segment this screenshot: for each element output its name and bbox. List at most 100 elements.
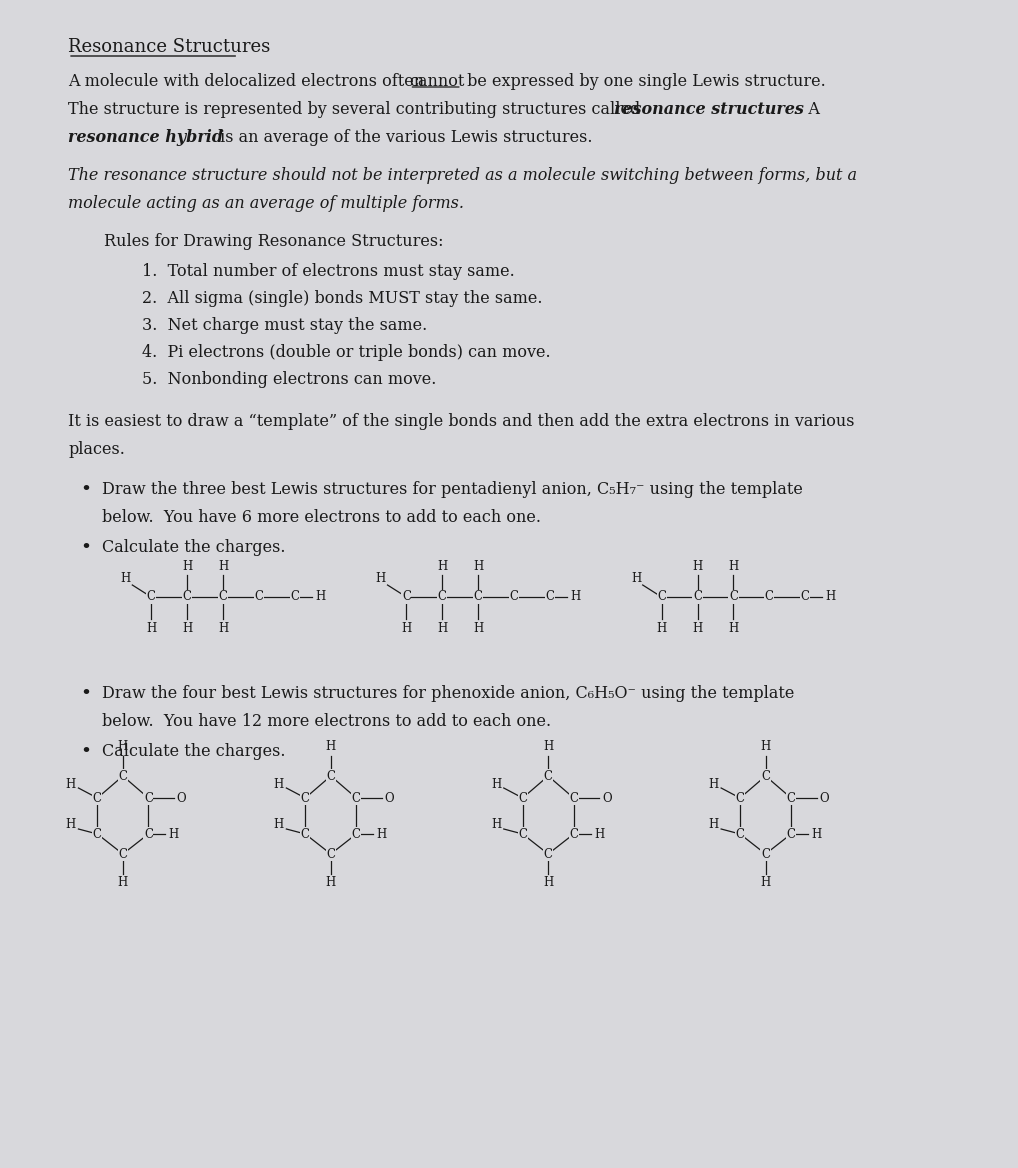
Text: C: C bbox=[402, 591, 411, 604]
Text: H: H bbox=[66, 778, 76, 791]
Text: C: C bbox=[544, 848, 553, 861]
Text: The resonance structure should not be interpreted as a molecule switching betwee: The resonance structure should not be in… bbox=[68, 167, 857, 185]
Text: C: C bbox=[327, 770, 335, 783]
Text: H: H bbox=[401, 621, 411, 634]
Text: C: C bbox=[327, 848, 335, 861]
Text: C: C bbox=[300, 792, 309, 805]
Text: It is easiest to draw a “template” of the single bonds and then add the extra el: It is easiest to draw a “template” of th… bbox=[68, 413, 854, 430]
Text: H: H bbox=[728, 621, 738, 634]
Text: The structure is represented by several contributing structures called: The structure is represented by several … bbox=[68, 100, 645, 118]
Text: H: H bbox=[631, 572, 641, 585]
Text: H: H bbox=[376, 572, 386, 585]
Text: .  A: . A bbox=[793, 100, 821, 118]
Text: H: H bbox=[543, 741, 554, 753]
Text: C: C bbox=[736, 792, 744, 805]
Text: below.  You have 6 more electrons to add to each one.: below. You have 6 more electrons to add … bbox=[102, 509, 542, 526]
Text: H: H bbox=[811, 827, 822, 841]
Text: H: H bbox=[218, 621, 228, 634]
Text: C: C bbox=[118, 848, 127, 861]
Text: H: H bbox=[473, 621, 484, 634]
Text: resonance structures: resonance structures bbox=[614, 100, 803, 118]
Text: H: H bbox=[491, 778, 501, 791]
Text: C: C bbox=[657, 591, 666, 604]
Text: C: C bbox=[761, 848, 770, 861]
Text: C: C bbox=[518, 792, 527, 805]
Text: Calculate the charges.: Calculate the charges. bbox=[102, 538, 286, 556]
Text: 4.  Pi electrons (double or triple bonds) can move.: 4. Pi electrons (double or triple bonds)… bbox=[142, 345, 551, 361]
Text: H: H bbox=[437, 621, 448, 634]
Text: A molecule with delocalized electrons often: A molecule with delocalized electrons of… bbox=[68, 72, 430, 90]
Text: H: H bbox=[326, 876, 336, 890]
Text: H: H bbox=[316, 591, 326, 604]
Text: C: C bbox=[787, 792, 796, 805]
Text: be expressed by one single Lewis structure.: be expressed by one single Lewis structu… bbox=[462, 72, 826, 90]
Text: C: C bbox=[93, 827, 102, 841]
Text: C: C bbox=[510, 591, 518, 604]
Text: C: C bbox=[182, 591, 191, 604]
Text: Calculate the charges.: Calculate the charges. bbox=[102, 743, 286, 760]
Text: H: H bbox=[709, 778, 719, 791]
Text: C: C bbox=[518, 827, 527, 841]
Text: C: C bbox=[290, 591, 299, 604]
Text: O: O bbox=[602, 792, 612, 805]
Text: H: H bbox=[692, 621, 702, 634]
Text: H: H bbox=[147, 621, 157, 634]
Text: H: H bbox=[473, 559, 484, 572]
Text: H: H bbox=[692, 559, 702, 572]
Text: 1.  Total number of electrons must stay same.: 1. Total number of electrons must stay s… bbox=[142, 263, 514, 280]
Text: H: H bbox=[760, 741, 771, 753]
Text: H: H bbox=[120, 572, 131, 585]
Text: H: H bbox=[274, 819, 284, 832]
Text: 2.  All sigma (single) bonds MUST stay the same.: 2. All sigma (single) bonds MUST stay th… bbox=[142, 290, 543, 307]
Text: C: C bbox=[352, 827, 360, 841]
Text: Resonance Structures: Resonance Structures bbox=[68, 39, 271, 56]
Text: below.  You have 12 more electrons to add to each one.: below. You have 12 more electrons to add… bbox=[102, 712, 551, 730]
Text: H: H bbox=[66, 819, 76, 832]
Text: C: C bbox=[546, 591, 555, 604]
Text: C: C bbox=[144, 827, 153, 841]
Text: O: O bbox=[385, 792, 394, 805]
Text: O: O bbox=[177, 792, 186, 805]
Text: Rules for Drawing Resonance Structures:: Rules for Drawing Resonance Structures: bbox=[104, 232, 444, 250]
Text: H: H bbox=[728, 559, 738, 572]
Text: H: H bbox=[118, 741, 128, 753]
Text: H: H bbox=[543, 876, 554, 890]
Text: Draw the three best Lewis structures for pentadienyl anion, C₅H₇⁻ using the temp: Draw the three best Lewis structures for… bbox=[102, 481, 803, 498]
Text: C: C bbox=[801, 591, 809, 604]
Text: H: H bbox=[760, 876, 771, 890]
Text: H: H bbox=[437, 559, 448, 572]
Text: •: • bbox=[80, 743, 92, 762]
Text: H: H bbox=[218, 559, 228, 572]
Text: H: H bbox=[274, 778, 284, 791]
Text: O: O bbox=[819, 792, 829, 805]
Text: C: C bbox=[254, 591, 264, 604]
Text: H: H bbox=[570, 591, 580, 604]
Text: C: C bbox=[219, 591, 228, 604]
Text: •: • bbox=[80, 684, 92, 703]
Text: C: C bbox=[473, 591, 483, 604]
Text: C: C bbox=[93, 792, 102, 805]
Text: C: C bbox=[300, 827, 309, 841]
Text: H: H bbox=[169, 827, 179, 841]
Text: C: C bbox=[761, 770, 770, 783]
Text: H: H bbox=[826, 591, 836, 604]
Text: H: H bbox=[326, 741, 336, 753]
Text: C: C bbox=[544, 770, 553, 783]
Text: C: C bbox=[118, 770, 127, 783]
Text: C: C bbox=[569, 792, 578, 805]
Text: H: H bbox=[118, 876, 128, 890]
Text: C: C bbox=[438, 591, 447, 604]
Text: H: H bbox=[182, 559, 192, 572]
Text: H: H bbox=[657, 621, 667, 634]
Text: C: C bbox=[147, 591, 156, 604]
Text: C: C bbox=[693, 591, 702, 604]
Text: 5.  Nonbonding electrons can move.: 5. Nonbonding electrons can move. bbox=[142, 371, 436, 388]
Text: molecule acting as an average of multiple forms.: molecule acting as an average of multipl… bbox=[68, 195, 464, 213]
Text: C: C bbox=[352, 792, 360, 805]
Text: Draw the four best Lewis structures for phenoxide anion, C₆H₅O⁻ using the templa: Draw the four best Lewis structures for … bbox=[102, 684, 794, 702]
Text: C: C bbox=[736, 827, 744, 841]
Text: H: H bbox=[491, 819, 501, 832]
Text: C: C bbox=[144, 792, 153, 805]
Text: resonance hybrid: resonance hybrid bbox=[68, 128, 223, 146]
Text: H: H bbox=[595, 827, 605, 841]
